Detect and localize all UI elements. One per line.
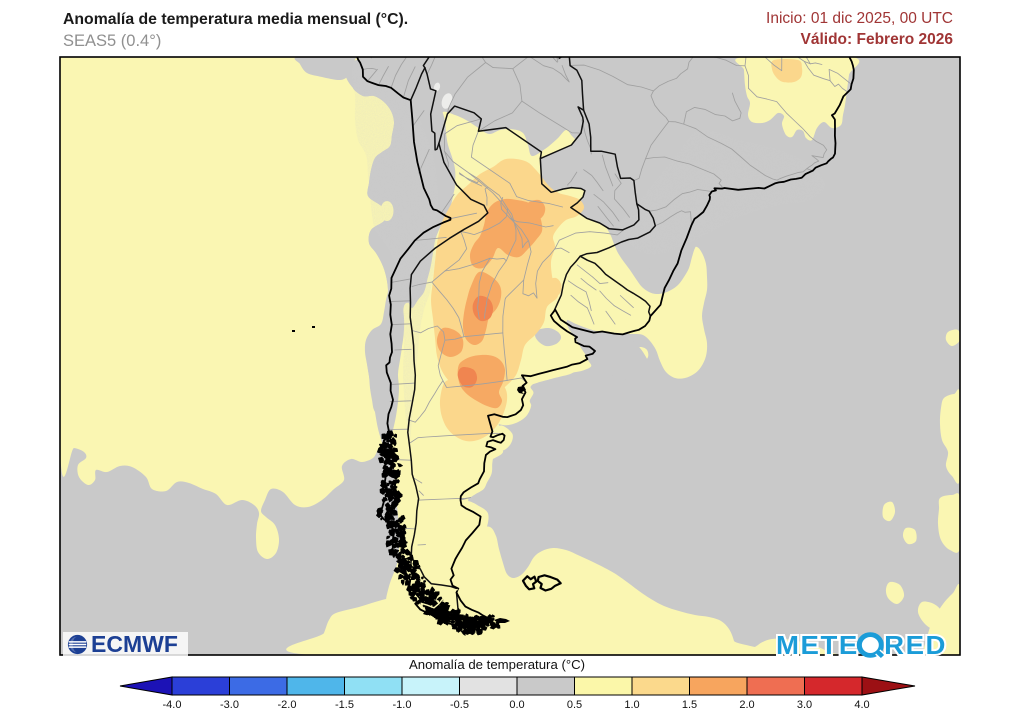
svg-text:1.0: 1.0 [624, 699, 639, 711]
svg-text:-3.0: -3.0 [220, 699, 239, 711]
svg-text:1.5: 1.5 [682, 699, 697, 711]
svg-text:-1.5: -1.5 [335, 699, 354, 711]
svg-text:-0.5: -0.5 [450, 699, 469, 711]
svg-text:Anomalía de temperatura (°C): Anomalía de temperatura (°C) [409, 657, 585, 672]
svg-text:0.0: 0.0 [509, 699, 524, 711]
svg-text:3.0: 3.0 [797, 699, 812, 711]
svg-text:4.0: 4.0 [854, 699, 869, 711]
svg-text:-1.0: -1.0 [393, 699, 412, 711]
svg-text:RED: RED [884, 631, 947, 660]
svg-text:-4.0: -4.0 [163, 699, 182, 711]
svg-text:0.5: 0.5 [567, 699, 582, 711]
svg-text:-2.0: -2.0 [278, 699, 297, 711]
svg-text:METE: METE [776, 631, 859, 660]
svg-text:2.0: 2.0 [739, 699, 754, 711]
